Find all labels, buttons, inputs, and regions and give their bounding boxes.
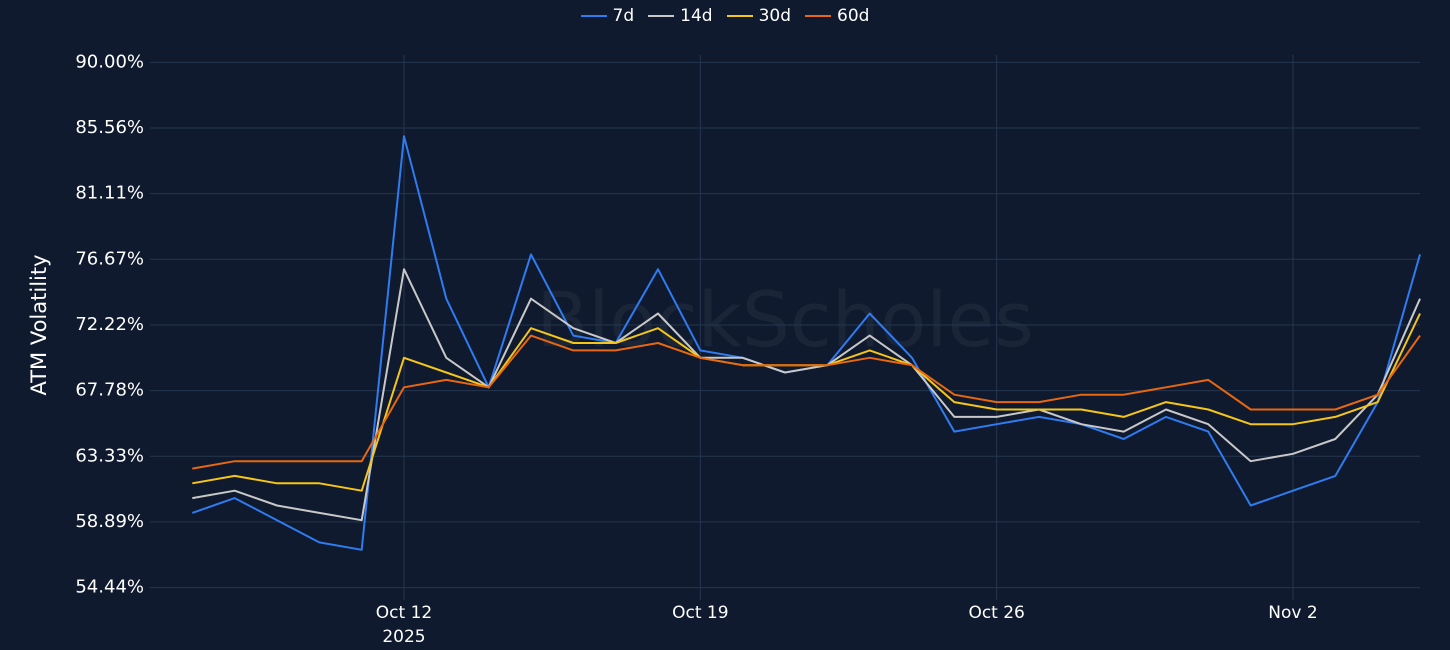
legend-swatch <box>648 15 675 17</box>
y-tick-label: 72.22% <box>75 314 144 335</box>
legend-item: 30d <box>726 6 792 26</box>
y-tick-label: 54.44% <box>75 577 144 598</box>
x-tick-label: Oct 19 <box>672 603 729 623</box>
x-tick-label: Oct 12 2025 <box>375 603 433 647</box>
y-tick-label: 67.78% <box>75 380 144 401</box>
y-tick-label: 63.33% <box>75 445 144 466</box>
legend: 7d 14d 30d 60d <box>0 6 1450 26</box>
y-tick-label: 85.56% <box>75 117 144 138</box>
legend-label: 14d <box>680 6 713 26</box>
legend-item: 14d <box>648 6 713 26</box>
y-tick-label: 76.67% <box>75 248 144 269</box>
legend-label: 7d <box>612 6 635 26</box>
x-tick-label: Oct 26 <box>968 603 1025 623</box>
legend-item: 7d <box>580 6 635 26</box>
x-tick-label: Nov 2 <box>1268 603 1318 623</box>
legend-swatch <box>580 15 607 17</box>
legend-swatch <box>726 15 753 17</box>
y-tick-label: 58.89% <box>75 511 144 532</box>
y-axis-title: ATM Volatility <box>27 254 51 395</box>
series-line <box>192 268 1421 522</box>
legend-swatch <box>805 15 832 17</box>
legend-label: 60d <box>837 6 870 26</box>
y-tick-label: 81.11% <box>75 183 144 204</box>
legend-item: 60d <box>805 6 869 26</box>
y-tick-label: 90.00% <box>75 51 144 72</box>
series-line <box>192 334 1421 470</box>
legend-label: 30d <box>758 6 792 26</box>
